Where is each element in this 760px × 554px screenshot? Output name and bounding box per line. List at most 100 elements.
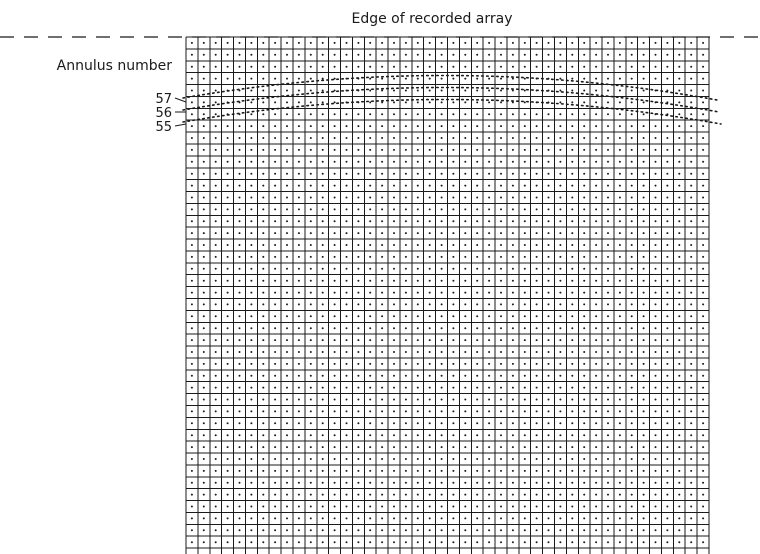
element-dot: [297, 386, 300, 389]
element-dot: [595, 458, 598, 460]
element-dot: [654, 65, 657, 68]
element-dot: [523, 172, 526, 175]
element-dot: [642, 529, 645, 532]
element-dot: [595, 77, 598, 80]
element-dot: [357, 458, 360, 460]
element-dot: [500, 232, 502, 235]
element-dot: [607, 315, 609, 318]
element-dot: [226, 469, 229, 472]
element-dot: [535, 374, 538, 377]
element-dot: [523, 303, 526, 306]
element-dot: [702, 541, 705, 544]
element-dot: [440, 220, 443, 223]
element-dot: [274, 196, 277, 199]
element-dot: [202, 53, 205, 56]
element-dot: [547, 327, 550, 330]
element-dot: [678, 53, 681, 56]
element-dot: [190, 446, 193, 449]
element-dot: [535, 184, 538, 187]
element-dot: [583, 398, 586, 401]
element-dot: [690, 89, 693, 92]
element-dot: [654, 398, 657, 401]
element-dot: [583, 446, 586, 449]
element-dot: [190, 493, 193, 496]
element-dot: [369, 315, 372, 318]
element-dot: [190, 148, 193, 151]
element-dot: [547, 362, 550, 365]
element-dot: [226, 184, 229, 187]
element-dot: [607, 398, 609, 401]
element-dot: [416, 77, 419, 80]
element-dot: [202, 398, 205, 401]
element-dot: [250, 398, 253, 401]
element-dot: [702, 315, 705, 318]
element-dot: [226, 529, 229, 532]
element-dot: [297, 267, 300, 270]
element-dot: [369, 422, 372, 425]
element-dot: [595, 505, 598, 508]
element-dot: [428, 422, 431, 425]
element-dot: [583, 541, 586, 544]
element-dot: [309, 208, 312, 211]
element-dot: [452, 77, 455, 80]
element-dot: [286, 386, 288, 389]
element-dot: [321, 279, 324, 282]
element-dot: [607, 386, 609, 389]
element-dot: [571, 541, 574, 544]
element-dot: [286, 493, 288, 496]
element-dot: [369, 469, 372, 472]
element-dot: [190, 113, 193, 116]
element-dot: [476, 101, 479, 104]
element-dot: [547, 244, 550, 246]
annulus-number-55: 55: [155, 120, 172, 135]
element-dot: [476, 339, 479, 342]
element-dot: [404, 327, 407, 330]
element-dot: [226, 279, 229, 282]
element-dot: [500, 339, 502, 342]
element-dot: [404, 279, 407, 282]
element-dot: [547, 137, 550, 139]
element-dot: [500, 53, 502, 56]
element-dot: [547, 529, 550, 532]
element-dot: [297, 148, 300, 151]
element-dot: [642, 220, 645, 223]
element-dot: [488, 446, 491, 449]
element-dot: [488, 172, 491, 175]
element-dot: [345, 529, 348, 532]
element-dot: [202, 362, 205, 365]
element-dot: [214, 469, 217, 472]
element-dot: [428, 267, 431, 270]
element-dot: [428, 291, 431, 294]
element-dot: [511, 160, 514, 163]
element-dot: [642, 267, 645, 270]
element-dot: [297, 113, 300, 116]
element-dot: [369, 374, 372, 377]
element-dot: [618, 53, 621, 56]
element-dot: [297, 410, 300, 413]
element-dot: [404, 339, 407, 342]
element-dot: [393, 398, 395, 401]
element-dot: [654, 244, 657, 246]
element-dot: [262, 339, 265, 342]
element-dot: [630, 41, 633, 44]
element-dot: [416, 184, 419, 187]
element-dot: [226, 208, 229, 211]
element-dot: [274, 505, 277, 508]
element-dot: [416, 505, 419, 508]
element-dot: [595, 434, 598, 437]
element-dot: [666, 208, 669, 211]
element-dot: [678, 315, 681, 318]
element-dot: [393, 505, 395, 508]
element-dot: [190, 362, 193, 365]
element-dot: [226, 351, 229, 353]
element-dot: [440, 410, 443, 413]
element-dot: [607, 220, 609, 223]
element-dot: [416, 458, 419, 460]
element-dot: [321, 505, 324, 508]
element-dot: [476, 172, 479, 175]
element-dot: [345, 315, 348, 318]
element-dot: [321, 493, 324, 496]
element-dot: [702, 220, 705, 223]
element-dot: [678, 41, 681, 44]
element-dot: [321, 208, 324, 211]
